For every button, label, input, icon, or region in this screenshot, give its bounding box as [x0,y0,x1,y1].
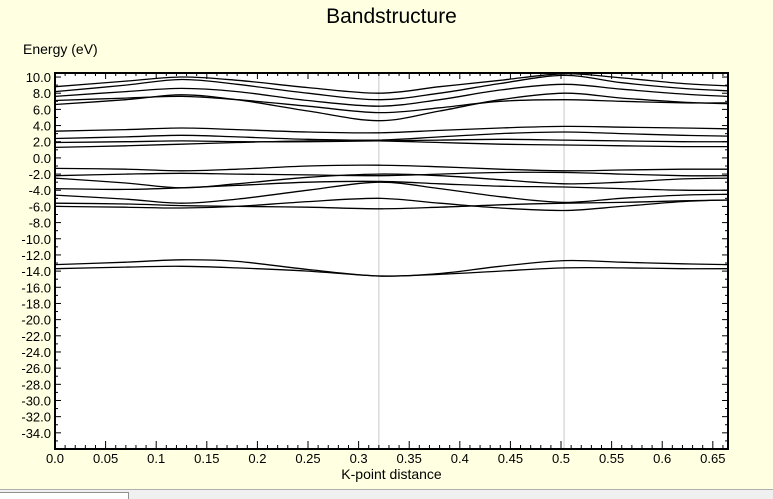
y-tick-label: -18.0 [21,296,51,311]
y-tick-label: -28.0 [21,377,51,392]
band-line [54,173,729,189]
band-line [54,197,729,212]
x-axis-label: K-point distance [341,466,442,482]
y-tick-label: -10.0 [21,232,51,247]
x-tick-label: 0.65 [700,451,725,466]
chart-title: Bandstructure [326,5,457,28]
band-line [54,95,729,114]
y-tick-label: 4.0 [33,119,51,134]
x-tick-label: 0.25 [295,451,320,466]
y-tick-label: -24.0 [21,345,51,360]
x-tick-label: 0.4 [451,451,469,466]
y-tick-label: -16.0 [21,280,51,295]
band-line [54,171,729,177]
band-line [54,73,729,94]
y-axis-label: Energy (eV) [23,41,98,57]
band-line [54,92,729,122]
x-tick-label: 0.5 [552,451,570,466]
y-tick-label: -2.0 [29,167,51,182]
x-tick-label: 0.2 [248,451,266,466]
y-tick-label: -12.0 [21,248,51,263]
y-tick-label: 10.0 [26,70,51,85]
x-tick-label: 0.35 [397,451,422,466]
y-tick-label: 8.0 [33,86,51,101]
band-line [54,83,729,107]
y-tick-label: 2.0 [33,135,51,150]
y-tick-label: -22.0 [21,329,51,344]
footer-tab[interactable] [0,492,129,499]
y-ticks: 10.08.06.0 4.02.00.0-2.0-4.0-6.0 -8.0-10.0… [21,70,728,442]
x-ticks: 0.0 0.05 0.1 0.15 0.2 0.25 0.3 0.35 0.4 0.45 0.5 0.… [46,73,725,466]
band-line [54,199,729,210]
y-tick-label: -14.0 [21,264,51,279]
band-line [54,74,729,101]
band-lines [54,73,729,277]
y-tick-label: -26.0 [21,361,51,376]
x-tick-label: 0.1 [147,451,165,466]
y-tick-label: 0.0 [33,151,51,166]
y-tick-label: -20.0 [21,313,51,328]
y-tick-label: -30.0 [21,393,51,408]
x-tick-label: 0.15 [194,451,219,466]
y-tick-label: -34.0 [21,426,51,441]
plot-frame [54,72,729,450]
status-strip [0,489,773,499]
y-tick-label: -32.0 [21,410,51,425]
x-tick-label: 0.05 [93,451,118,466]
x-tick-label: 0.55 [599,451,624,466]
band-line [54,265,729,277]
y-tick-label: 6.0 [33,102,51,117]
y-tick-label: -4.0 [29,183,51,198]
x-tick-label: 0.3 [350,451,368,466]
band-line [54,138,729,144]
band-line [54,125,729,134]
band-line [54,164,729,172]
x-tick-label: 0.45 [498,451,523,466]
x-tick-label: 0.0 [46,451,64,466]
band-line [54,131,729,141]
y-tick-label: -6.0 [29,199,51,214]
band-line [54,181,729,204]
y-tick-label: -8.0 [29,216,51,231]
x-tick-label: 0.6 [653,451,671,466]
